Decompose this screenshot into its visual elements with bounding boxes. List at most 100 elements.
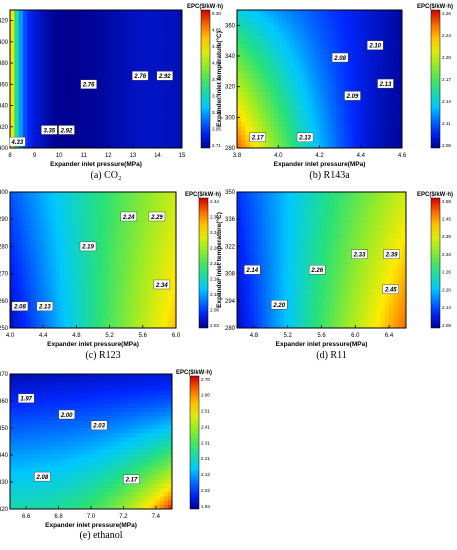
panel-caption-label: (a) — [91, 170, 105, 181]
colorbar-tick-label: 2.70 — [201, 377, 210, 382]
contour-label: 2.33 — [353, 252, 366, 258]
panel-caption-fluid: ethanol — [93, 530, 123, 541]
x-tick-label: 6.8 — [54, 514, 63, 520]
contour-label: 2.24 — [122, 215, 135, 221]
colorbar-tick-label: 2.24 — [442, 33, 451, 38]
x-tick-label: 7.2 — [119, 514, 128, 520]
contour-label: 2.20 — [272, 303, 285, 309]
x-axis-label: Expander inlet pressure(MPa) — [47, 341, 139, 348]
plot-frame — [9, 191, 177, 329]
x-tick-label: 7.0 — [87, 514, 96, 520]
x-tick-label: 4.0 — [6, 333, 15, 339]
y-tick-label: 308 — [225, 272, 236, 278]
panel-caption-fluid: R123 — [99, 350, 121, 361]
colorbar-tick-label: 2.20 — [442, 55, 451, 60]
y-tick-label: 320 — [0, 125, 9, 131]
x-tick-label: 15 — [179, 153, 186, 159]
contour-label-box — [366, 40, 384, 50]
contour-label: 2.13 — [379, 82, 392, 88]
colorbar-title: EPC($/kW·h) — [417, 4, 453, 10]
contour-label: 1.97 — [20, 397, 32, 403]
contour-label: 2.13 — [298, 136, 311, 142]
colorbar-tick-label: 2.58 — [442, 199, 451, 204]
contour-label: 2.03 — [92, 424, 105, 430]
colorbar-tick-label: 2.39 — [442, 234, 451, 239]
x-tick-label: 3.8 — [233, 153, 242, 159]
y-tick-label: 360 — [0, 399, 9, 405]
contour-label-box — [120, 211, 137, 222]
colorbar-tick-label: 4.35 — [212, 44, 221, 49]
colorbar-tick-label: 2.13 — [210, 292, 219, 297]
x-tick-label: 4.4 — [357, 153, 366, 159]
heatmap-field — [10, 374, 172, 509]
contour-label: 2.76 — [82, 83, 95, 89]
x-tick-label: 4.8 — [72, 333, 81, 339]
contour-label-box — [79, 241, 97, 252]
heatmap-field — [237, 192, 406, 328]
contour-label-box — [18, 393, 35, 403]
colorbar-tick-label: 3.15 — [212, 110, 221, 115]
contour-label: 2.29 — [150, 215, 163, 221]
contour-label: 2.10 — [368, 44, 381, 50]
contour-label-box — [377, 78, 394, 89]
y-tick-label: 290 — [0, 217, 9, 223]
panel-caption-fluid: R143a — [324, 170, 351, 181]
contour-label: 2.17 — [251, 136, 264, 142]
colorbar-tick-label: 2.08 — [442, 323, 451, 328]
contour-label-box — [58, 409, 75, 420]
contour-label-box — [309, 265, 326, 275]
y-axis-label: Expander inlet temperature(°C) — [215, 31, 223, 127]
contour-label-box — [36, 301, 54, 311]
y-tick-label: 320 — [0, 507, 9, 513]
contour-label: 4.33 — [11, 140, 24, 146]
y-tick-label: 370 — [0, 372, 9, 378]
contour-label-box — [271, 299, 288, 310]
y-tick-label: 340 — [0, 453, 9, 459]
y-tick-label: 270 — [0, 272, 9, 278]
x-axis-label: Expander inlet pressure(MPa) — [276, 341, 368, 348]
y-tick-label: 300 — [225, 115, 236, 121]
colorbar-title: EPC($/kW·h) — [185, 192, 221, 198]
contour-label: 2.26 — [310, 268, 323, 274]
x-tick-label: 6.0 — [172, 333, 181, 339]
contour-label: 2.08 — [13, 305, 26, 311]
colorbar-tick-label: 2.45 — [442, 217, 451, 222]
colorbar-tick-label: 2.02 — [201, 488, 210, 493]
contour-label: 2.76 — [133, 74, 146, 80]
colorbar-tick-label: 2.18 — [210, 276, 219, 281]
contour-label: 2.14 — [245, 268, 258, 274]
y-tick-label: 400 — [0, 40, 9, 46]
contour-label: 2.92 — [158, 74, 171, 80]
x-tick-label: 11 — [81, 153, 88, 159]
y-tick-label: 322 — [225, 244, 236, 250]
x-tick-label: 5.6 — [317, 333, 326, 339]
panel-caption-label: (b) — [309, 170, 323, 181]
y-tick-label: 250 — [0, 326, 9, 332]
panel-caption-label: (d) — [316, 350, 330, 361]
panel-5: 6.6 6.8 7.0 7.2 7.4 320 330 340 350 360 370 Expande… — [0, 370, 212, 541]
x-tick-label: 10 — [56, 153, 63, 159]
contour-label-box — [9, 136, 26, 147]
colorbar-tick-label: 3.75 — [212, 77, 221, 82]
y-tick-label: 420 — [0, 19, 9, 25]
x-tick-label: 14 — [154, 153, 161, 159]
contour-label: 2.13 — [38, 305, 51, 311]
x-tick-label: 5.2 — [284, 333, 293, 339]
contour-label: 2.00 — [60, 413, 73, 419]
panel-caption-fluid: R11 — [330, 350, 346, 361]
colorbar-tick-label: 2.26 — [442, 270, 451, 275]
colorbar-tick-label: 1.93 — [201, 504, 210, 509]
contour-label-box — [58, 125, 75, 135]
colorbar-tick-label: 2.71 — [212, 143, 221, 148]
x-tick-label: 5.2 — [105, 333, 114, 339]
colorbar-tick-label: 5.30 — [212, 11, 221, 16]
y-tick-label: 280 — [225, 146, 236, 152]
y-axis-label: Expander inlet temperature(°C) — [215, 212, 223, 308]
contour-label-box — [11, 301, 29, 311]
colorbar-tick-label: 2.26 — [442, 11, 451, 16]
contour-label-box — [34, 471, 51, 482]
panel-3: 4.0 4.4 4.8 5.2 5.6 6.0 250 260 270 280 290 300 Expa… — [0, 190, 221, 361]
colorbar-tick-label: 2.44 — [210, 199, 219, 204]
